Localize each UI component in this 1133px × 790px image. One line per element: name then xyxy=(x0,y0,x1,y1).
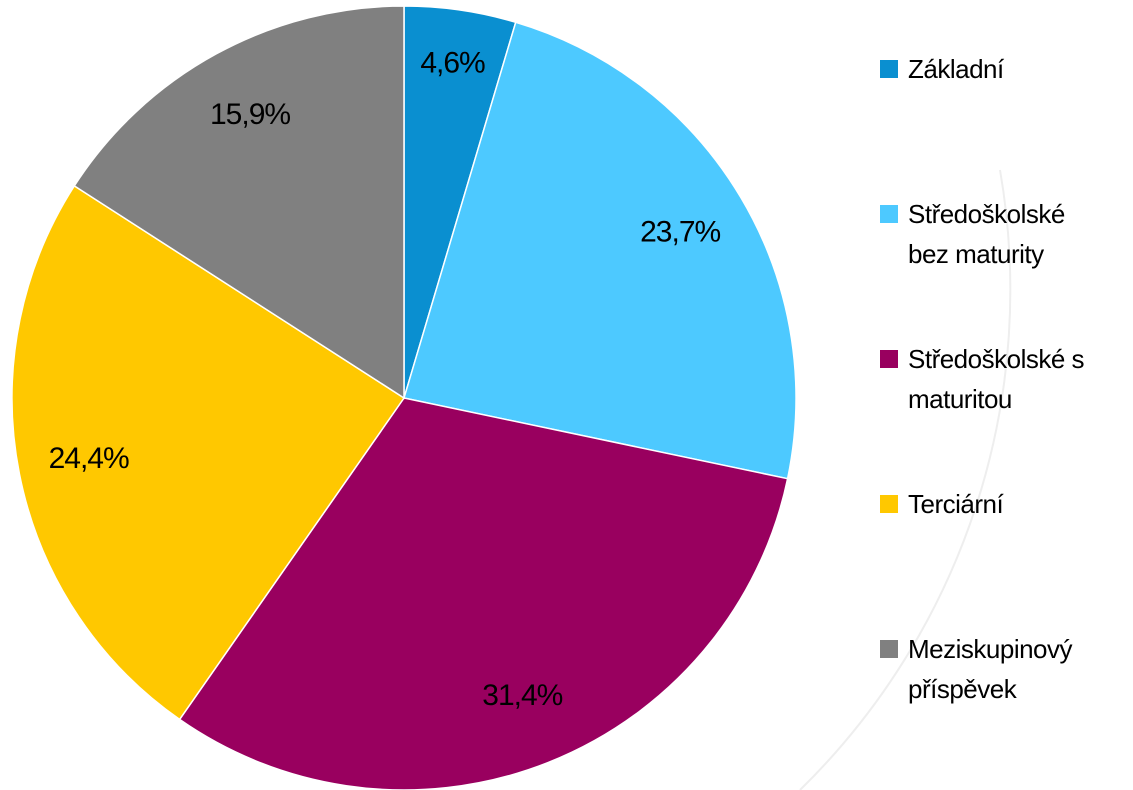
pie-slice xyxy=(403,21,797,480)
decoration xyxy=(799,169,1012,790)
legend-swatch xyxy=(880,495,898,513)
pie-slice xyxy=(178,397,789,790)
data-label: 4,6% xyxy=(420,46,485,79)
data-label: 23,7% xyxy=(640,215,720,248)
legend-label: Terciární xyxy=(908,489,1004,519)
pie-slice xyxy=(73,5,405,400)
data-label: 31,4% xyxy=(482,679,562,712)
legend-swatch xyxy=(880,640,898,658)
legend-item: Středoškolské s maturitou xyxy=(880,343,1120,419)
legend-item: Základní xyxy=(880,53,1120,89)
legend-swatch xyxy=(880,60,898,78)
legend-swatch xyxy=(880,350,898,368)
data-label: 24,4% xyxy=(49,442,129,475)
legend-label: Středoškolské s maturitou xyxy=(908,344,1085,414)
legend-label: Meziskupinový příspěvek xyxy=(908,634,1073,704)
legend-label: Základní xyxy=(908,54,1004,84)
pie-slice xyxy=(11,184,406,721)
legend-swatch xyxy=(880,205,898,223)
legend-item: Meziskupinový příspěvek xyxy=(880,633,1120,709)
legend-label: Středoškolské bez maturity xyxy=(908,199,1065,269)
data-label: 15,9% xyxy=(210,98,290,131)
legend-item: Středoškolské bez maturity xyxy=(880,198,1120,274)
legend-item: Terciární xyxy=(880,488,1120,524)
